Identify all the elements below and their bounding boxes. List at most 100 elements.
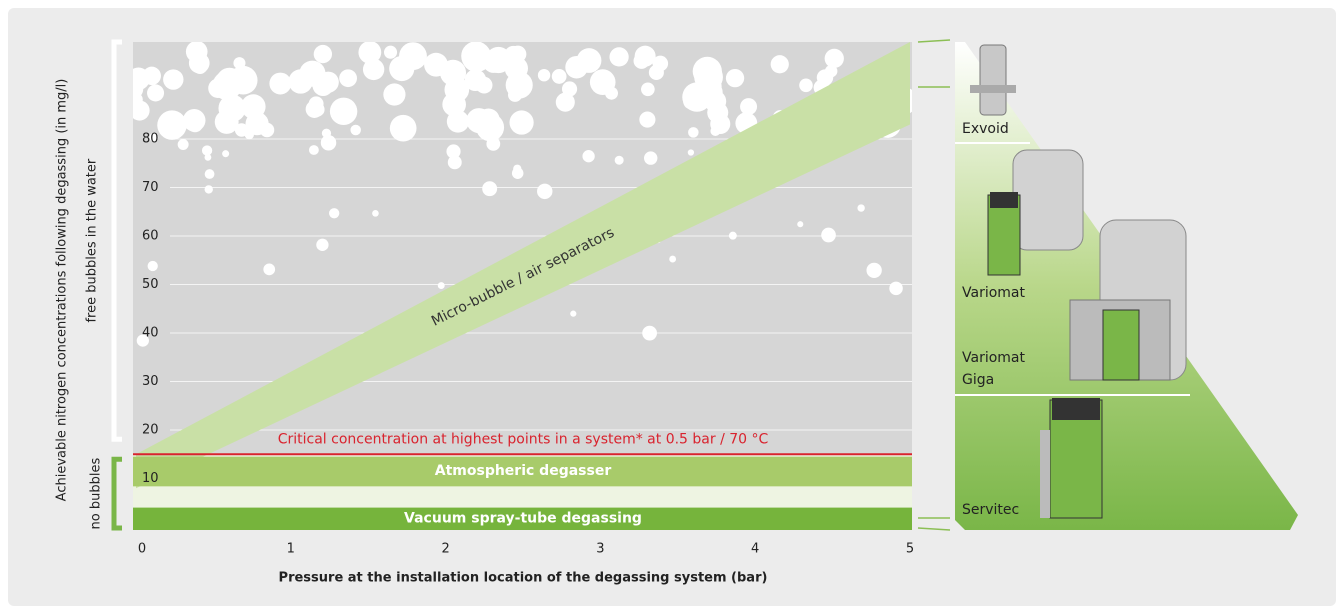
connector bbox=[917, 39, 951, 43]
product-name: Servitec bbox=[962, 502, 1020, 518]
bubble bbox=[308, 145, 319, 155]
bubble bbox=[644, 151, 658, 165]
bubble bbox=[710, 125, 721, 136]
bubble bbox=[797, 221, 804, 228]
bubble bbox=[570, 310, 577, 317]
region-bracket bbox=[111, 39, 122, 442]
bubble bbox=[204, 169, 215, 179]
bubble bbox=[824, 48, 844, 69]
bubble bbox=[486, 136, 501, 151]
product-name: Variomat Giga bbox=[962, 350, 1025, 388]
x-axis-title: Pressure at the installation location of… bbox=[279, 571, 768, 586]
bubble bbox=[269, 72, 292, 95]
bubble bbox=[482, 181, 498, 197]
x-tick-label: 4 bbox=[751, 542, 759, 557]
bubble bbox=[642, 325, 657, 341]
bubble bbox=[424, 52, 448, 77]
wedge bbox=[136, 42, 910, 489]
bubble bbox=[383, 45, 398, 59]
bubble bbox=[511, 167, 524, 179]
bubble bbox=[218, 94, 246, 122]
product-label: Servitec bbox=[962, 502, 1020, 518]
bubble bbox=[437, 282, 445, 290]
x-tick-label: 0 bbox=[138, 542, 146, 557]
x-tick-label: 3 bbox=[596, 542, 604, 557]
x-tick-label: 1 bbox=[287, 542, 295, 557]
critical-label: Critical concentration at highest points… bbox=[278, 431, 769, 447]
bubble bbox=[605, 86, 618, 100]
bubble bbox=[609, 47, 629, 67]
bubble bbox=[614, 155, 624, 165]
bubble bbox=[504, 56, 528, 81]
bubble bbox=[446, 144, 461, 159]
bubble bbox=[259, 122, 275, 138]
band bbox=[133, 507, 912, 530]
bubble bbox=[464, 69, 487, 92]
y-tick-label: 80 bbox=[142, 132, 159, 147]
bubble bbox=[234, 123, 249, 137]
bubble bbox=[857, 204, 865, 212]
bubble bbox=[329, 208, 340, 219]
region-bracket bbox=[111, 456, 122, 531]
y-tick-label: 10 bbox=[142, 471, 159, 486]
bubble bbox=[389, 55, 415, 82]
bubble bbox=[157, 110, 187, 140]
product-label: Variomat Giga bbox=[962, 350, 1025, 388]
product-name: Variomat bbox=[962, 285, 1025, 301]
bubble bbox=[537, 183, 553, 200]
bubble bbox=[147, 260, 158, 272]
bubble bbox=[339, 69, 357, 88]
y-tick-label: 20 bbox=[142, 423, 159, 438]
bubble bbox=[372, 210, 379, 217]
bubble bbox=[222, 150, 230, 158]
bubble bbox=[192, 59, 208, 75]
bubble bbox=[186, 115, 204, 133]
bubble bbox=[263, 263, 276, 276]
bubble bbox=[816, 69, 834, 86]
product-label: Variomat bbox=[962, 285, 1025, 301]
bubble bbox=[201, 145, 213, 156]
y-tick-label: 40 bbox=[142, 326, 159, 341]
x-tick-label: 5 bbox=[906, 542, 914, 557]
bubble bbox=[147, 84, 165, 102]
bubble bbox=[466, 108, 492, 134]
bubble bbox=[320, 134, 337, 151]
bubble bbox=[601, 73, 616, 88]
bubble bbox=[537, 68, 551, 82]
bubble bbox=[350, 124, 361, 136]
y-tick-label: 60 bbox=[142, 229, 159, 244]
bubble bbox=[204, 153, 212, 161]
bubble bbox=[204, 185, 213, 194]
product-name: Exvoid bbox=[962, 121, 1009, 137]
y-tick-label: 30 bbox=[142, 374, 159, 389]
bubble bbox=[305, 100, 324, 118]
bubble bbox=[725, 68, 745, 88]
bubble bbox=[389, 114, 417, 142]
connector bbox=[917, 527, 951, 531]
bubble bbox=[770, 55, 789, 74]
bubble bbox=[483, 52, 504, 73]
bubble bbox=[136, 334, 149, 347]
product-icons bbox=[970, 44, 1187, 519]
bubble bbox=[641, 82, 655, 97]
bubble bbox=[740, 98, 758, 116]
bubble bbox=[728, 231, 737, 240]
bubble bbox=[163, 69, 184, 90]
bubble bbox=[317, 71, 339, 93]
bubble bbox=[329, 97, 358, 126]
y-tick-label: 70 bbox=[142, 180, 159, 195]
plot bbox=[133, 42, 912, 530]
bubble bbox=[565, 55, 588, 79]
bubble bbox=[362, 58, 385, 81]
bubble bbox=[149, 132, 159, 142]
bubble bbox=[383, 83, 406, 106]
bubble bbox=[316, 238, 329, 251]
bubble bbox=[300, 74, 314, 88]
bubble bbox=[688, 127, 699, 138]
bubble bbox=[444, 77, 470, 103]
band bbox=[133, 456, 912, 487]
bubble bbox=[633, 52, 650, 69]
band-label: Vacuum spray-tube degassing bbox=[404, 510, 642, 526]
bubble bbox=[177, 139, 189, 150]
